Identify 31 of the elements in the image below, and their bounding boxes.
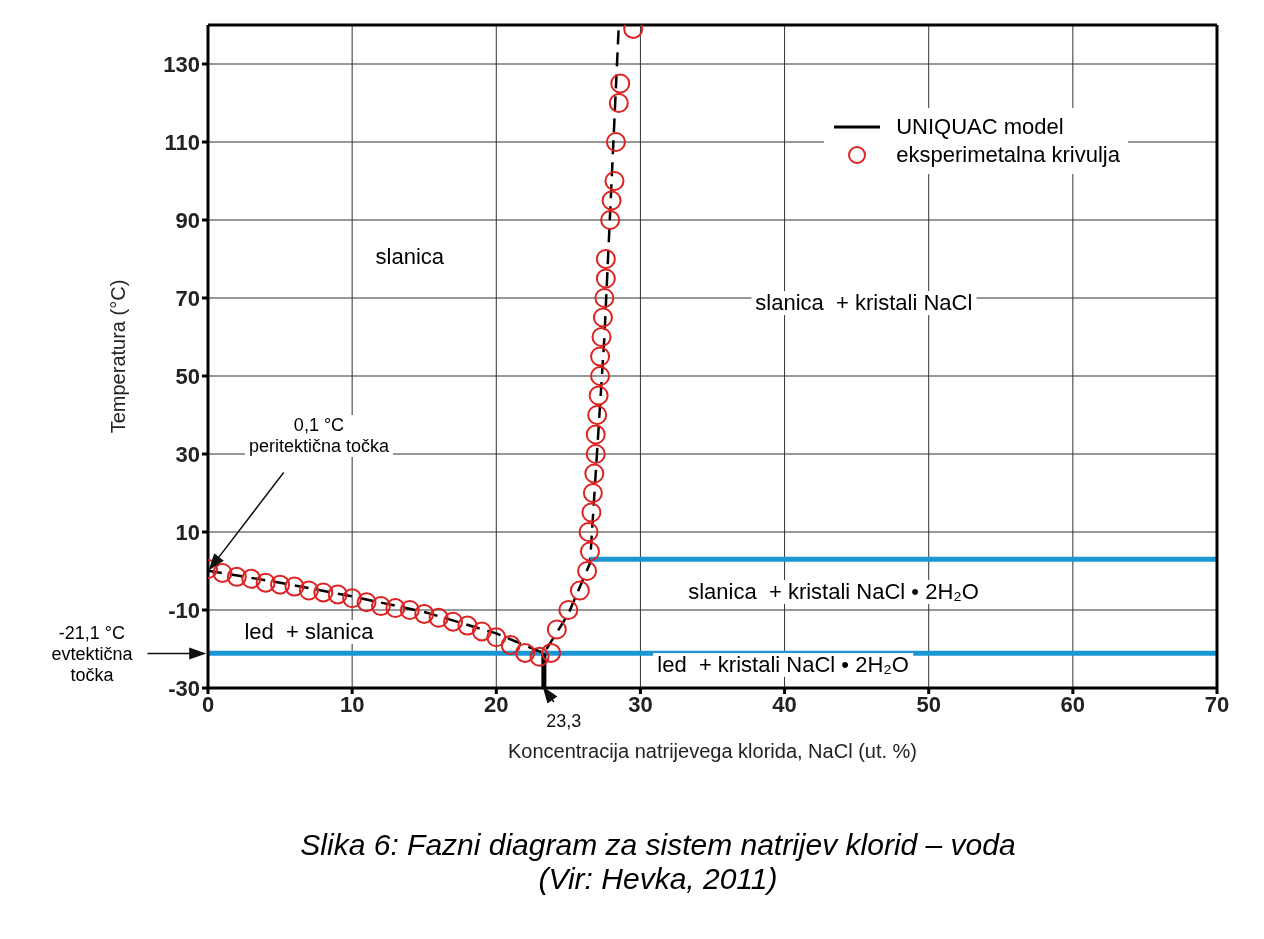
- x-axis-title: Koncentracija natrijevega klorida, NaCl (ut. %): [507, 740, 918, 762]
- y-tick-label: 70: [175, 285, 200, 311]
- x-tick-label: 50: [916, 691, 941, 717]
- x-tick-label: 70: [1204, 691, 1230, 717]
- legend-label: eksperimetalna krivulja: [896, 142, 1120, 168]
- y-tick-label: 30: [175, 441, 200, 467]
- annotation: slanica: [371, 244, 449, 270]
- y-tick-label: 90: [175, 207, 200, 233]
- x-tick-label: 30: [628, 691, 653, 717]
- x-tick-label: 40: [772, 691, 797, 717]
- annotation: led + kristali NaCl • 2H₂O: [653, 651, 913, 677]
- y-tick-label: 130: [163, 51, 200, 77]
- annotation: 23,3: [546, 711, 582, 731]
- y-tick-label: -10: [168, 597, 200, 623]
- annotation: slanica + kristali NaCl: [751, 290, 977, 316]
- x-tick-label: 60: [1060, 691, 1086, 717]
- y-tick-label: 110: [164, 129, 200, 155]
- x-tick-label: 0: [201, 691, 215, 717]
- annotation: slanica + kristali NaCl • 2H₂O: [684, 578, 983, 604]
- annotation: 0,1 °C peritektična točka: [244, 415, 394, 458]
- text: Slika 6: Fazni diagram za sistem natrijev klorid – voda: [299, 828, 1017, 862]
- y-tick-label: 10: [175, 519, 200, 545]
- annotation: led + slanica: [240, 618, 378, 644]
- x-tick-label: 20: [484, 691, 509, 717]
- x-tick-label: 10: [339, 691, 365, 717]
- text: (Vir: Hevka, 2011): [537, 862, 779, 896]
- legend-label: UNIQUAC model: [896, 114, 1064, 140]
- text: -21,1 °C evtektična točka: [47, 622, 137, 686]
- y-axis-title: Temperatura (°C): [107, 279, 130, 434]
- y-tick-label: 50: [175, 363, 200, 389]
- y-tick-label: -30: [168, 675, 200, 701]
